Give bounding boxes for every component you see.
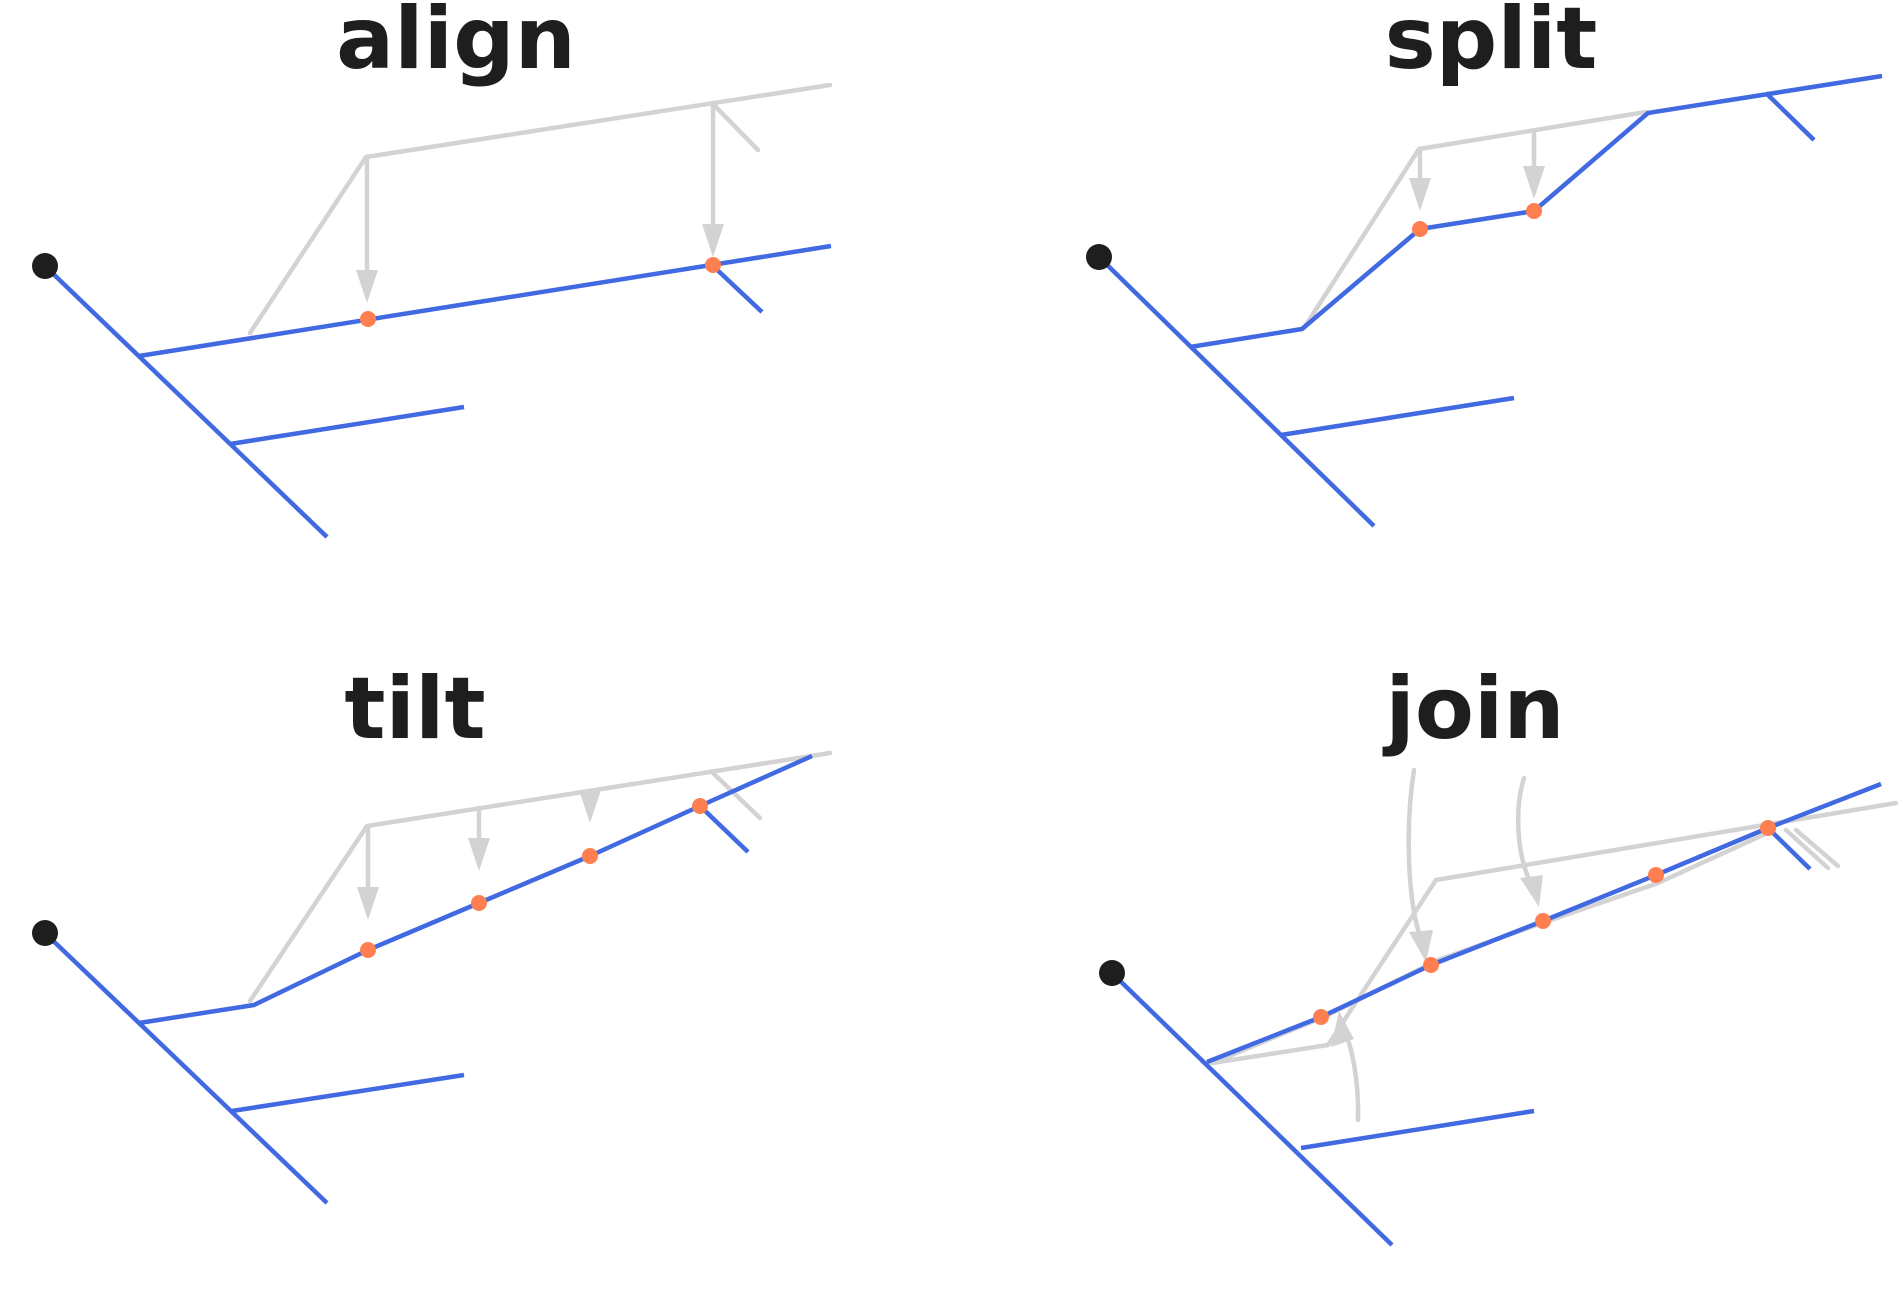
lower-branch	[231, 1072, 465, 1114]
trunk-branch	[43, 264, 329, 539]
twig	[710, 263, 764, 314]
panel-split: split	[1052, 0, 1903, 632]
transformed-tree	[1110, 781, 1882, 1247]
original-tree	[1209, 800, 1899, 1066]
tilt-diagram	[32, 750, 833, 1205]
modified-point	[471, 895, 487, 911]
panel-title: split	[1384, 0, 1598, 89]
modified-point	[705, 257, 721, 273]
modified-point	[692, 798, 708, 814]
curved-arrows	[1331, 767, 1543, 1123]
modified-point	[360, 311, 376, 327]
lower-branch	[229, 404, 465, 447]
split-diagram	[1086, 73, 1883, 528]
tilted-branch	[138, 753, 813, 1026]
original-twig	[1793, 827, 1841, 869]
root-point	[32, 253, 58, 279]
original-branch	[1209, 800, 1899, 1066]
modified-point	[1760, 820, 1776, 836]
transformed-tree	[1097, 73, 1883, 528]
original-twig	[710, 770, 763, 821]
arrow-shaft	[1341, 1027, 1361, 1123]
arrow-head	[1520, 875, 1543, 907]
join-diagram	[1099, 767, 1899, 1247]
modified-point	[1412, 221, 1428, 237]
root-point	[32, 920, 58, 946]
align-diagram	[32, 82, 833, 539]
trunk-branch	[1110, 971, 1394, 1247]
modified-point	[360, 942, 376, 958]
displacement-arrows	[356, 100, 724, 303]
modified-point	[582, 848, 598, 864]
arrow-head	[468, 838, 490, 871]
modified-point	[1648, 867, 1664, 883]
panel-title: join	[1385, 659, 1565, 759]
trunk-branch	[1097, 255, 1376, 528]
transformed-tree	[43, 243, 832, 539]
root-point	[1099, 960, 1125, 986]
arrow-head	[357, 887, 379, 920]
modified-point	[1535, 913, 1551, 929]
arrow-head	[579, 790, 601, 823]
lower-branch	[1280, 395, 1515, 438]
modified-point	[1313, 1009, 1329, 1025]
original-twig	[709, 100, 761, 153]
displacement-arrows	[357, 788, 601, 920]
panel-join: join	[1052, 666, 1903, 1302]
modified-point	[1423, 957, 1439, 973]
panel-title: tilt	[344, 659, 486, 759]
panel-tilt: tilt	[0, 666, 951, 1302]
aligned-branch	[138, 243, 832, 359]
arrow-head	[1331, 1011, 1354, 1047]
panel-title: align	[336, 0, 576, 89]
original-twig	[1783, 827, 1831, 871]
root-point	[1086, 244, 1112, 270]
twig	[698, 804, 750, 854]
split-branch	[1189, 73, 1883, 350]
lower-branch	[1300, 1108, 1535, 1151]
modified-point	[1526, 203, 1542, 219]
arrow-head	[1409, 178, 1431, 211]
arrow-shaft	[1515, 775, 1536, 890]
arrow-shaft	[1406, 767, 1425, 945]
trunk-branch	[43, 931, 329, 1205]
transformed-tree	[43, 753, 813, 1205]
arrow-head	[1523, 166, 1545, 199]
twig	[1764, 91, 1816, 142]
arrow-head	[702, 224, 724, 257]
displacement-arrows	[1409, 130, 1545, 211]
twig	[1766, 826, 1812, 871]
arrow-head	[356, 270, 378, 303]
panel-align: align	[0, 0, 951, 632]
arrow-head	[1409, 930, 1433, 962]
